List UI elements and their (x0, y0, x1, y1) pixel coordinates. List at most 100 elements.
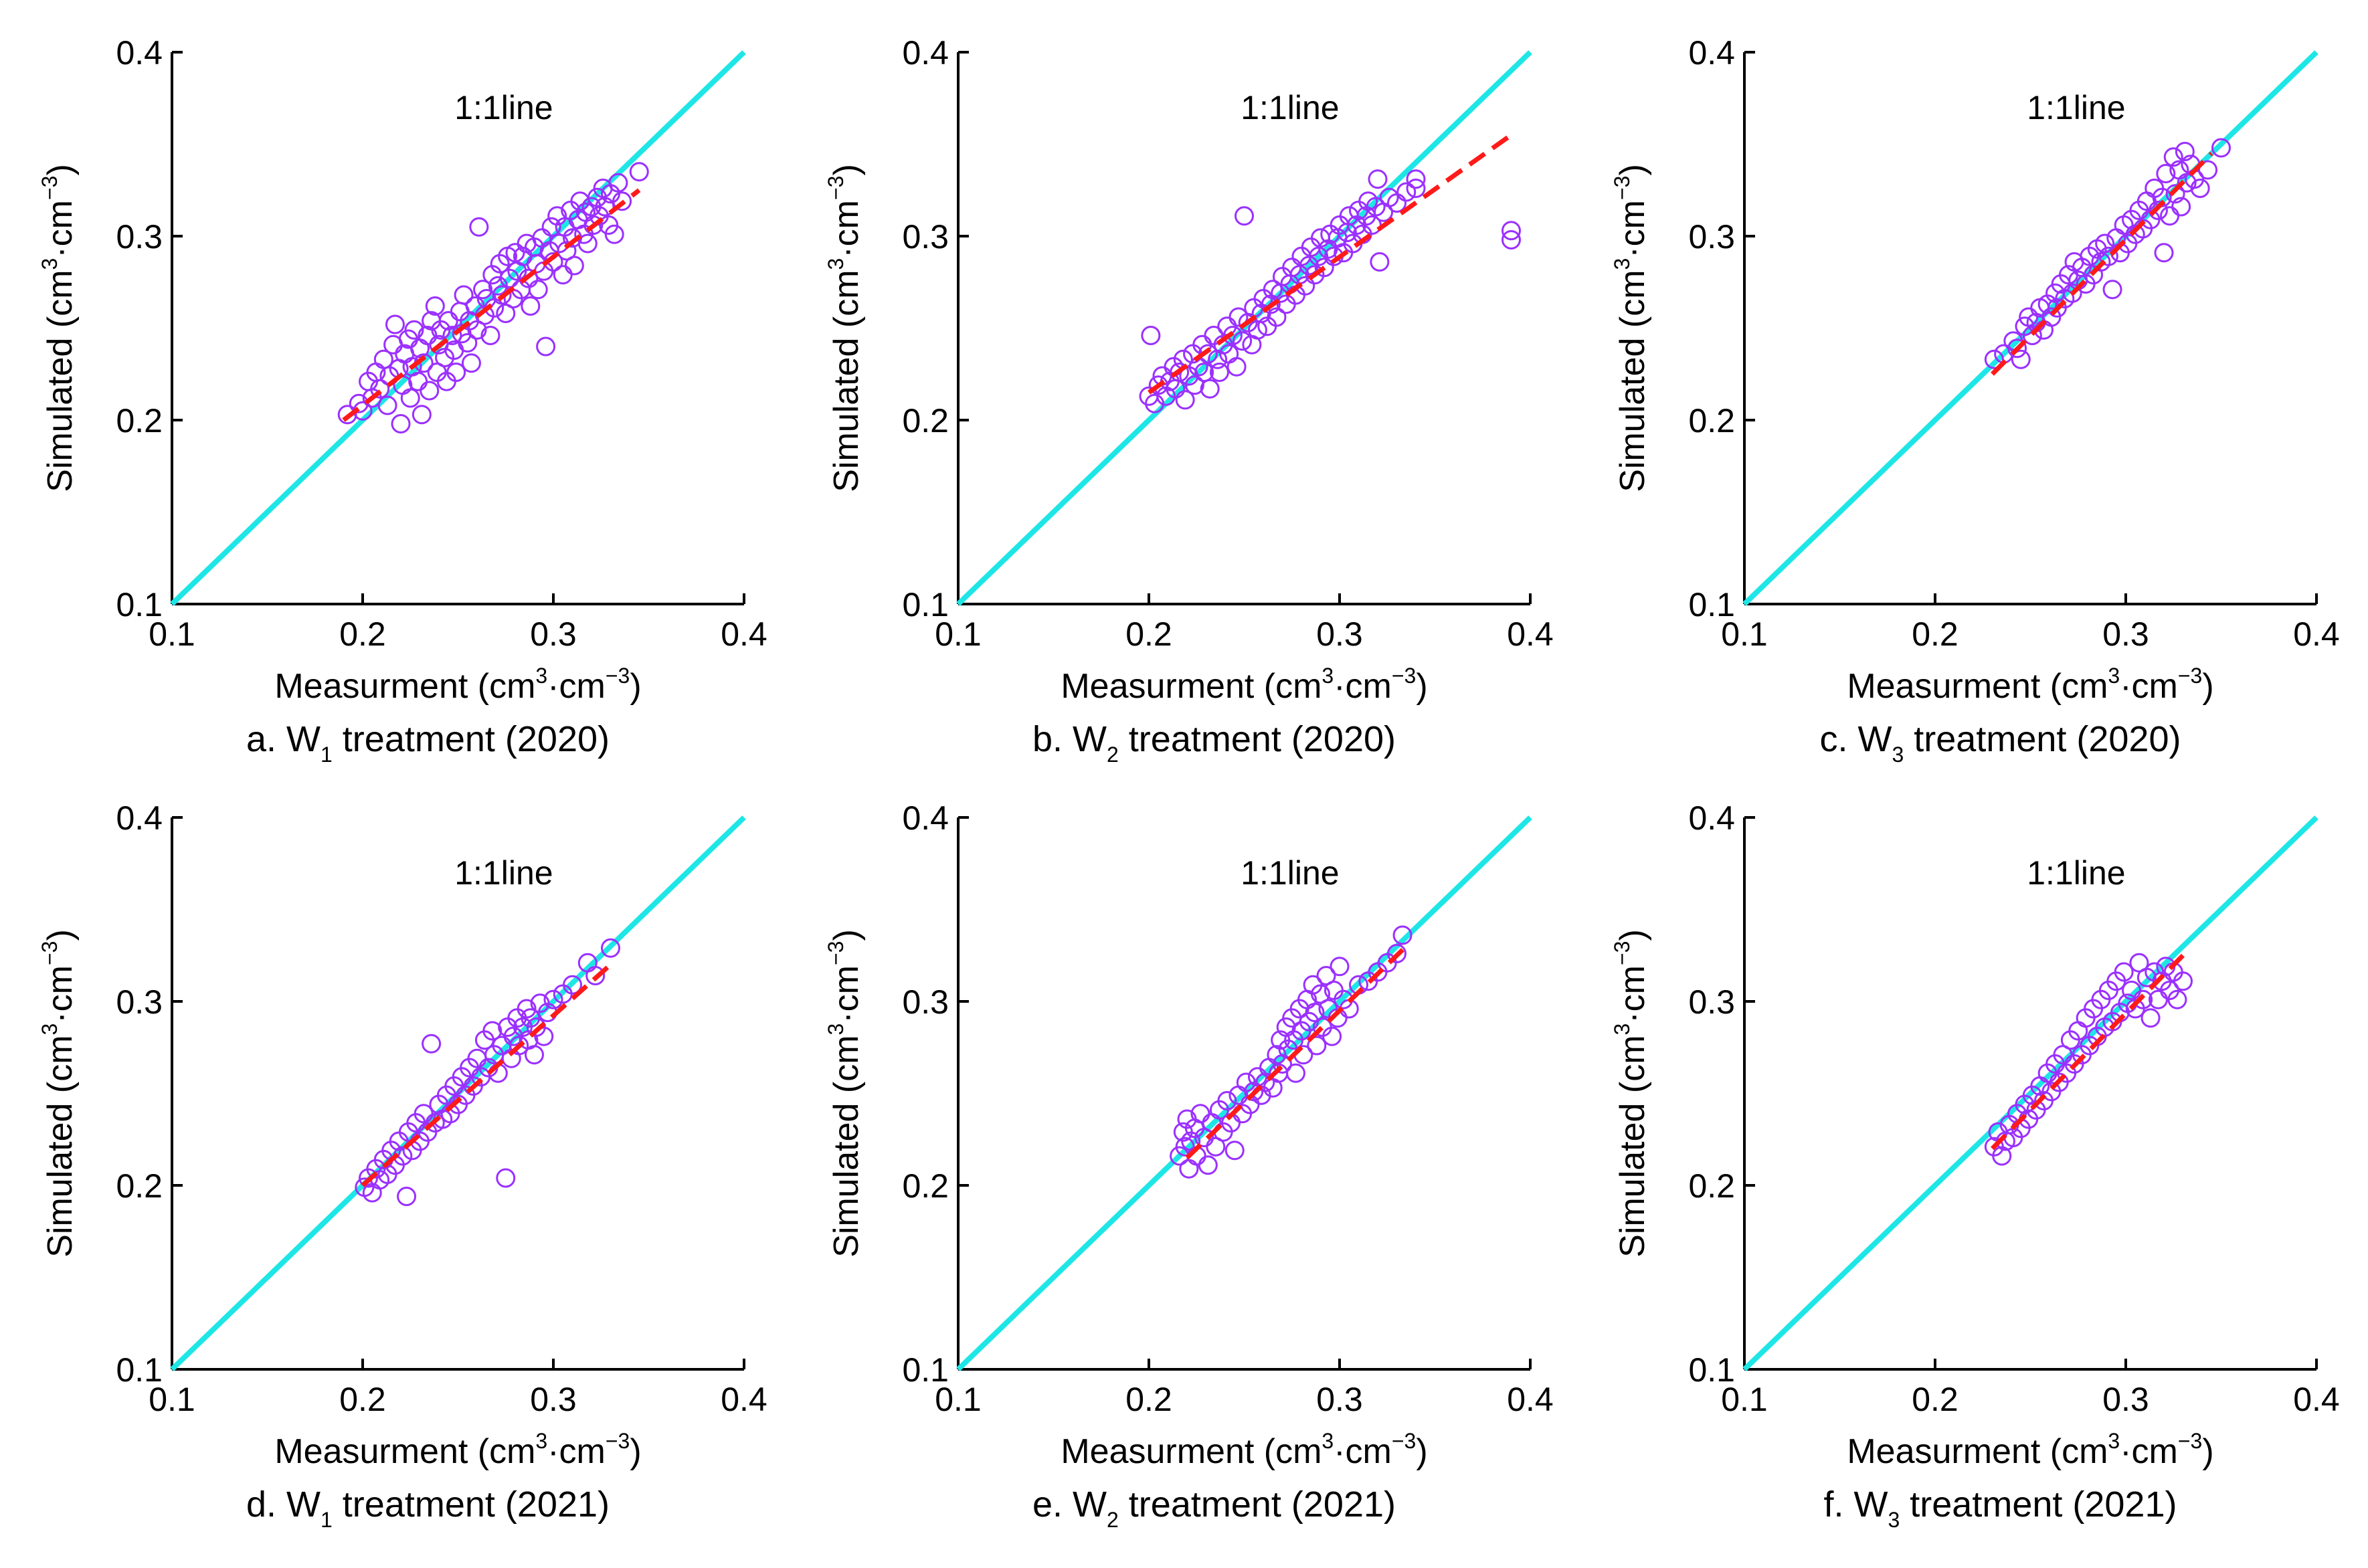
x-tick-label: 0.3 (2102, 615, 2149, 653)
x-tick-label: 0.4 (2293, 1381, 2340, 1418)
data-point (2114, 962, 2134, 982)
fit-line (1147, 132, 1513, 395)
x-tick-label: 0.2 (1912, 615, 1959, 653)
y-tick-label: 0.2 (902, 402, 949, 439)
panel-caption: f. W3 treatment (2021) (1824, 1484, 2177, 1532)
x-tick-label: 0.1 (935, 1381, 982, 1418)
y-tick-label: 0.3 (116, 983, 163, 1021)
identity-line-annotation: 1:1line (1241, 854, 1339, 892)
data-point (2133, 989, 2153, 1009)
data-point (1316, 966, 1336, 985)
data-point (1370, 252, 1390, 272)
x-tick-label: 0.3 (2102, 1381, 2149, 1418)
identity-line (956, 815, 1532, 1371)
data-point (585, 966, 606, 985)
data-point (1984, 349, 2004, 369)
fit-line (1991, 151, 2213, 376)
y-axis-label: Simulated (cm3·cm−3) (37, 929, 80, 1258)
data-point (2190, 179, 2210, 198)
data-point (2211, 138, 2231, 158)
y-axis-label: Simulated (cm3·cm−3) (1610, 929, 1652, 1258)
data-point (1330, 957, 1350, 977)
panel-d: 0.1 0.2 0.3 0.4 0.1 0.2 0.3 0.4 1:1line Measurmen… (37, 799, 767, 1532)
data-point (528, 280, 548, 300)
data-point (422, 1034, 442, 1054)
data-point (442, 326, 462, 345)
data-point (601, 938, 620, 958)
y-tick-label: 0.4 (116, 34, 163, 72)
y-tick-label: 0.4 (1688, 34, 1735, 72)
data-point (436, 371, 456, 391)
panel-c: 0.1 0.2 0.3 0.4 0.1 0.2 0.3 0.4 1:1line Measurmen… (1610, 34, 2340, 767)
x-axis-label: Measurment (cm3·cm−3) (1847, 664, 2213, 706)
data-point (1194, 363, 1214, 382)
data-point (400, 388, 420, 408)
identity-line-annotation: 1:1line (1241, 89, 1339, 126)
data-point (377, 395, 397, 415)
data-point (1222, 326, 1243, 345)
data-point (1368, 169, 1388, 189)
x-tick-label: 0.2 (1125, 1381, 1172, 1418)
x-tick-label: 0.3 (1316, 615, 1363, 653)
data-point (408, 371, 428, 391)
data-point (458, 333, 478, 353)
data-point (446, 363, 466, 382)
data-point (2141, 1008, 2161, 1028)
data-point (629, 162, 649, 182)
data-point (473, 280, 493, 300)
data-point (425, 296, 445, 316)
data-point (2175, 142, 2195, 161)
y-tick-label: 0.2 (1688, 1167, 1735, 1205)
data-point (1170, 363, 1190, 382)
data-point (1501, 230, 1521, 250)
data-point (1307, 1036, 1327, 1056)
data-point (1305, 1003, 1325, 1022)
data-point (1261, 294, 1281, 314)
x-axis-label: Measurment (cm3·cm−3) (274, 664, 641, 706)
data-point (1501, 221, 1521, 241)
data-point (2173, 971, 2193, 991)
x-tick-label: 0.2 (1912, 1381, 1959, 1418)
data-point (519, 268, 539, 288)
data-point (1406, 169, 1426, 189)
data-point (1311, 984, 1330, 1004)
data-point (563, 975, 582, 995)
y-tick-label: 0.1 (1688, 586, 1735, 623)
data-point (1228, 307, 1249, 327)
data-point (1396, 182, 1417, 202)
y-tick-label: 0.4 (902, 799, 949, 837)
data-point (1285, 1063, 1305, 1083)
panel-caption: c. W3 treatment (2020) (1820, 719, 2181, 767)
panel-caption: a. W1 treatment (2020) (246, 719, 610, 767)
data-point (604, 224, 624, 244)
y-tick-label: 0.1 (116, 1351, 163, 1389)
data-point (1141, 326, 1161, 345)
x-axis-label: Measurment (cm3·cm−3) (1061, 664, 1427, 706)
data-point (373, 349, 393, 369)
y-tick-label: 0.3 (902, 983, 949, 1021)
y-tick-label: 0.2 (1688, 402, 1735, 439)
y-tick-label: 0.1 (902, 1351, 949, 1389)
identity-line-annotation: 1:1line (2027, 89, 2125, 126)
data-point (2163, 147, 2183, 167)
panel-caption: d. W1 treatment (2021) (246, 1484, 610, 1532)
y-tick-label: 0.4 (116, 799, 163, 837)
data-point (543, 989, 563, 1009)
data-point (1206, 1137, 1226, 1157)
x-tick-label: 0.4 (2293, 615, 2340, 653)
data-point (1224, 1141, 1245, 1161)
identity-line-annotation: 1:1line (454, 89, 553, 126)
y-tick-label: 0.1 (1688, 1351, 1735, 1389)
x-tick-label: 0.4 (721, 1381, 767, 1418)
y-tick-label: 0.2 (116, 402, 163, 439)
data-point (2102, 280, 2122, 300)
data-point (2022, 326, 2042, 345)
data-point (2156, 164, 2176, 183)
data-point (509, 1036, 529, 1056)
data-point (2160, 206, 2180, 226)
y-axis-label: Simulated (cm3·cm−3) (37, 164, 80, 492)
data-point (2062, 283, 2082, 303)
data-point (1392, 925, 1413, 945)
x-tick-label: 0.1 (935, 615, 982, 653)
data-point (541, 217, 561, 237)
